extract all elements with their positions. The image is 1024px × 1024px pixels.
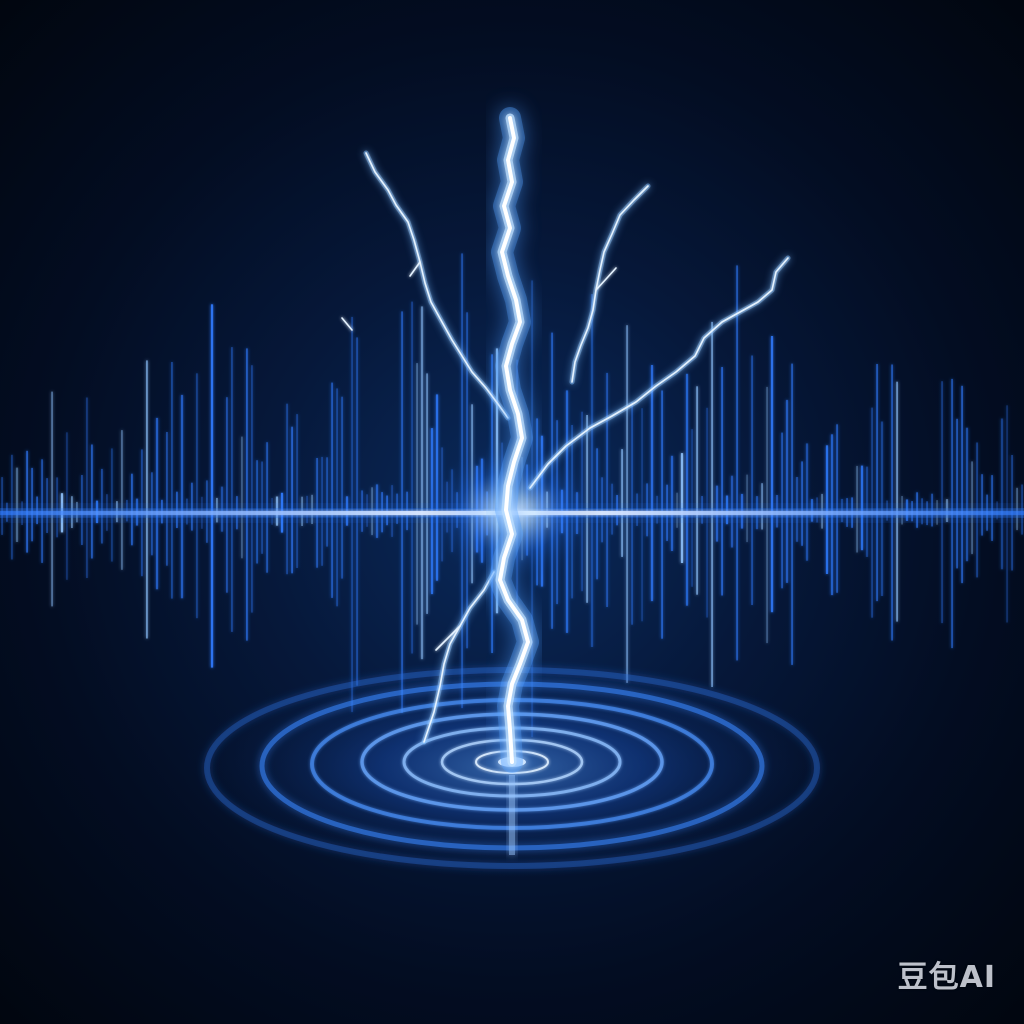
waveform-bar: [696, 386, 698, 595]
waveform-bar: [650, 365, 654, 602]
waveform-bar: [336, 388, 338, 607]
waveform-bar: [721, 367, 723, 596]
waveform-bar: [981, 474, 983, 536]
waveform-bar: [965, 427, 969, 562]
waveform-bar: [736, 265, 738, 661]
waveform-bar: [896, 381, 898, 622]
waveform-bar: [231, 347, 233, 632]
waveform-bar: [761, 483, 763, 530]
waveform-bar: [606, 372, 608, 607]
waveform-bar: [891, 364, 893, 641]
waveform-bar: [691, 429, 693, 587]
waveform-bar: [711, 321, 713, 687]
waveform-bar: [685, 373, 689, 606]
waveform-bar: [860, 465, 864, 551]
waveform-bar: [226, 397, 228, 593]
waveform-bar: [111, 448, 113, 562]
waveform-bar: [171, 362, 173, 599]
watermark-logo: 豆包AI: [897, 960, 996, 995]
waveform-bar: [805, 443, 809, 561]
waveform-bar: [191, 482, 193, 531]
waveform-bar: [971, 461, 973, 555]
waveform-bar: [785, 399, 789, 583]
waveform-bar: [146, 360, 148, 639]
waveform-bar: [1000, 418, 1004, 570]
waveform-bar: [411, 301, 413, 654]
waveform-bar: [801, 461, 803, 546]
waveform-bar: [155, 417, 159, 590]
waveform-bar: [180, 394, 184, 599]
waveform-bar: [196, 373, 198, 619]
waveform-bar: [251, 365, 253, 613]
waveform-bar: [876, 364, 878, 602]
waveform-bar: [286, 403, 288, 575]
waveform-bar: [15, 467, 19, 542]
waveform-bar: [961, 385, 963, 584]
lightning-bolt: [489, 107, 539, 773]
waveform-bar: [26, 450, 28, 553]
waveform-bar: [66, 432, 68, 580]
waveform-bar: [956, 418, 958, 569]
waveform-bar: [51, 391, 53, 607]
waveform-bar: [941, 381, 943, 624]
waveform-bar: [420, 306, 424, 660]
waveform-bar: [670, 455, 674, 551]
waveform-bar: [101, 468, 103, 544]
waveform-bar: [751, 355, 753, 605]
waveform-bar: [86, 397, 88, 578]
waveform-bar: [166, 432, 168, 566]
waveform-bar: [46, 478, 48, 533]
waveform-bar: [1, 477, 3, 535]
waveform-bar: [326, 457, 328, 547]
waveform-bar: [261, 461, 263, 554]
waveform-bar: [31, 467, 33, 542]
waveform-bar: [241, 436, 243, 559]
waveform-bar: [416, 363, 418, 625]
waveform-bar: [210, 304, 214, 668]
waveform-bar: [621, 449, 623, 557]
waveform-bar: [341, 396, 343, 579]
waveform-bar: [11, 454, 13, 560]
waveform-bar: [291, 426, 293, 574]
waveform-bar: [770, 336, 774, 613]
waveform-bar: [590, 294, 594, 647]
lightning-branches: [341, 150, 791, 745]
waveform-bar: [331, 382, 333, 598]
waveform-bar: [296, 414, 298, 568]
waveform-bar: [266, 442, 268, 573]
waveform-bar: [56, 477, 58, 538]
waveform-bar: [91, 444, 93, 559]
waveform-bar: [121, 430, 123, 570]
waveform-bar: [626, 325, 628, 683]
waveform-bar: [246, 348, 248, 641]
